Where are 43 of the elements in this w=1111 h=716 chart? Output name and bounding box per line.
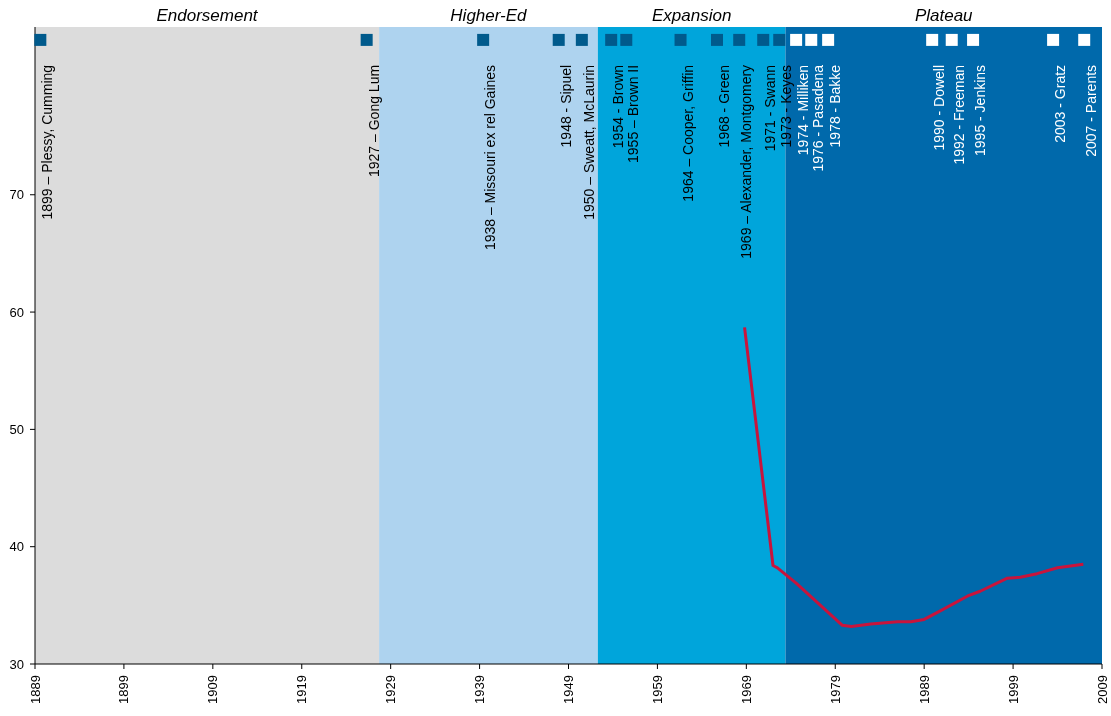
band-label: Plateau (914, 6, 974, 25)
annotation: 1948 - Sipuel (557, 64, 574, 148)
y-tick-label: 70 (9, 187, 24, 203)
x-tick-label: 1979 (827, 675, 843, 704)
x-tick-label: 1899 (116, 675, 132, 704)
annotation: 1976 - Pasadena (810, 64, 827, 172)
band-label: Endorsement (156, 6, 259, 25)
annotation: 1964 – Cooper, Griffin (679, 64, 696, 202)
annotation: 1954 - Brown (610, 64, 627, 149)
x-tick-label: 1929 (383, 675, 399, 704)
annotation: 2003 - Gratz (1052, 64, 1069, 143)
band-label: Higher-Ed (450, 6, 528, 25)
x-tick-label: 1889 (27, 675, 43, 704)
annotation: 1971 - Swann (762, 64, 779, 152)
band-label: Expansion (651, 6, 732, 25)
y-tick-label: 30 (9, 656, 24, 672)
annotation: 1973 - Keyes (778, 64, 795, 148)
x-tick-label: 2009 (1094, 675, 1110, 704)
x-tick-label: 1969 (738, 675, 754, 704)
x-tick-label: 1959 (649, 675, 665, 704)
y-tick-label: 60 (9, 304, 24, 320)
line-series (743, 325, 1085, 628)
annotation: 2007 - Parents (1083, 64, 1100, 157)
annotation: 1974 - Milliken (795, 64, 812, 156)
annotation: 1969 – Alexander, Montgomery (738, 64, 755, 259)
y-tick-label: 40 (9, 539, 24, 555)
annotation: 1899 – Plessy, Cumming (39, 64, 56, 220)
x-tick-label: 1919 (294, 675, 310, 704)
annotation: 1955 – Brown II (625, 64, 642, 163)
annotation: 1968 - Green (715, 64, 732, 148)
annotation: 1978 - Bakke (827, 64, 844, 148)
x-tick-label: 1909 (205, 675, 221, 704)
x-tick-label: 1949 (561, 675, 576, 704)
x-tick-label: 1999 (1005, 675, 1021, 704)
annotation: 1950 – Sweatt, McLaurin (580, 64, 597, 220)
annotation: 1995 - Jenkins (972, 64, 989, 156)
x-tick-label: 1939 (472, 675, 488, 704)
annotation: 1927 – Gong Lum (365, 64, 382, 177)
annotation: 1990 - Dowell (931, 64, 948, 151)
annotation: 1992 - Freeman (950, 64, 967, 165)
y-tick-label: 50 (9, 421, 24, 437)
annotation: 1938 – Missouri ex rel Gaines (482, 64, 499, 251)
x-tick-label: 1989 (916, 675, 932, 704)
